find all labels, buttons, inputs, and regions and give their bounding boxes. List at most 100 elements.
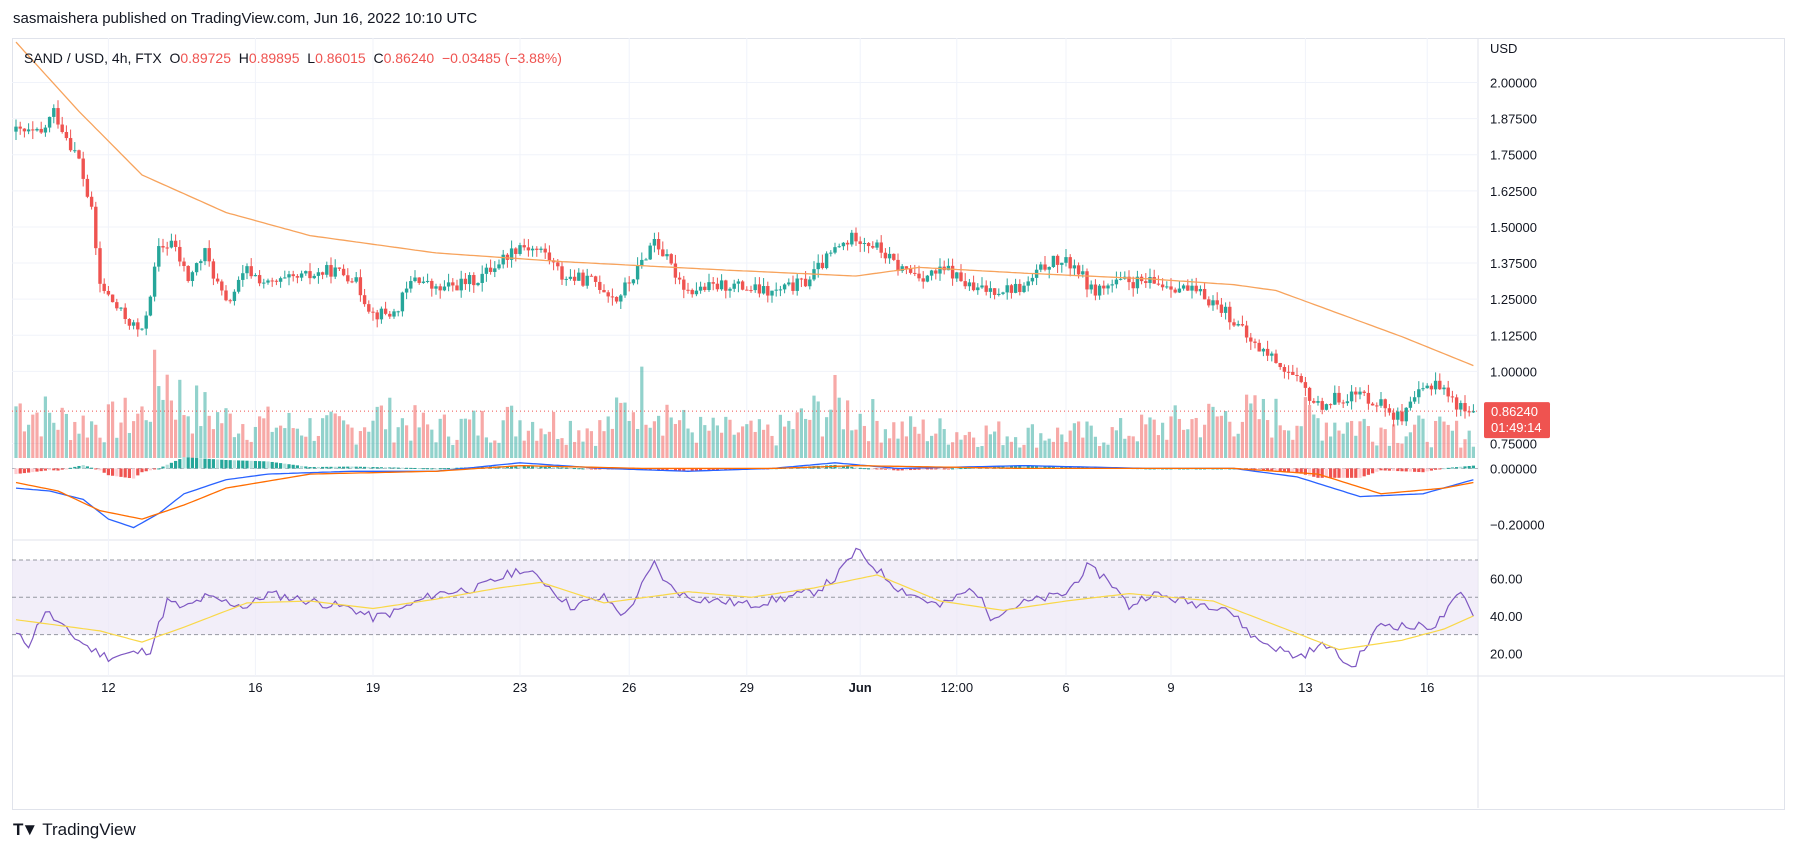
y-tick-label: 1.50000 <box>1490 220 1537 235</box>
volume-bar <box>606 416 610 458</box>
candle-body <box>1442 387 1446 390</box>
volume-bar <box>1240 421 1244 458</box>
volume-bar <box>799 408 803 458</box>
y-tick-label: 1.37500 <box>1490 256 1537 271</box>
symbol-label[interactable]: SAND / USD, 4h, FTX <box>24 50 162 66</box>
volume-bar <box>1161 422 1165 458</box>
candle-body <box>68 138 73 151</box>
volume-bar <box>1064 441 1068 458</box>
volume-bar <box>993 431 997 458</box>
macd-histogram-bar <box>837 465 841 469</box>
candle-body <box>266 280 270 283</box>
macd-histogram-bar <box>1287 468 1291 473</box>
macd-histogram-bar <box>363 466 367 469</box>
candle-body <box>1018 283 1022 293</box>
volume-bar <box>997 421 1001 458</box>
volume-bar <box>682 409 686 458</box>
candle-body <box>1076 265 1081 275</box>
candle-body <box>35 128 39 131</box>
macd-histogram-bar <box>211 459 215 469</box>
volume-bar <box>526 430 530 458</box>
macd-histogram-bar <box>241 460 245 469</box>
volume-bar <box>363 427 367 458</box>
candle-body <box>1165 286 1169 288</box>
candle-body <box>480 273 484 283</box>
volume-bar <box>169 400 173 458</box>
volume-bar <box>1345 422 1349 458</box>
tradingview-brand[interactable]: T▼ TradingView <box>13 820 136 840</box>
candle-body <box>1085 271 1089 290</box>
candle-body <box>1198 288 1203 292</box>
macd-histogram-bar <box>1274 468 1278 472</box>
candle-body <box>988 288 993 292</box>
volume-bar <box>757 419 761 458</box>
macd-histogram-bar <box>123 468 127 478</box>
candle-body <box>417 277 421 283</box>
macd-histogram-bar <box>669 468 673 471</box>
macd-histogram-bar <box>715 468 719 471</box>
volume-bar <box>1068 430 1072 458</box>
macd-histogram-bar <box>73 466 77 469</box>
candle-body <box>488 267 493 272</box>
volume-bar <box>976 446 980 458</box>
volume-bar <box>568 420 572 458</box>
volume-bar <box>52 422 56 458</box>
candle-body <box>652 239 657 246</box>
macd-histogram-bar <box>938 468 942 470</box>
volume-bar <box>106 404 110 458</box>
volume-bar <box>1148 417 1152 458</box>
candle-body <box>648 245 652 260</box>
macd-histogram-bar <box>132 468 136 479</box>
macd-histogram-bar <box>274 462 278 469</box>
volume-bar <box>972 437 976 458</box>
candle-body <box>1160 284 1165 288</box>
volume-bar <box>1333 422 1337 458</box>
volume-bar <box>1417 415 1421 458</box>
candle-body <box>1156 283 1161 285</box>
volume-bar <box>921 419 925 458</box>
volume-bar <box>1408 432 1412 458</box>
macd-histogram-bar <box>694 468 698 471</box>
price-tag-bg <box>1484 402 1550 439</box>
volume-bar <box>1249 403 1253 458</box>
macd-histogram-bar <box>522 465 526 469</box>
macd-histogram-bar <box>1463 466 1467 469</box>
volume-bar <box>468 419 472 458</box>
volume-bar <box>287 412 291 458</box>
candle-body <box>98 248 102 284</box>
volume-bar <box>577 430 581 458</box>
volume-bar <box>728 419 732 458</box>
candle-body <box>833 247 837 253</box>
macd-histogram-bar <box>1081 466 1085 469</box>
volume-bar <box>375 406 379 458</box>
candle-body <box>1060 262 1064 265</box>
macd-histogram-bar <box>1261 468 1265 471</box>
volume-bar <box>581 441 585 458</box>
candle-body <box>404 288 409 293</box>
candle-body <box>946 265 951 271</box>
volume-bar <box>111 401 115 458</box>
macd-histogram-bar <box>967 467 971 469</box>
macd-histogram-bar <box>1047 466 1051 469</box>
volume-bar <box>724 416 728 458</box>
volume-bar <box>631 412 635 458</box>
volume-bar <box>1186 429 1190 458</box>
volume-bar <box>127 432 131 458</box>
volume-bar <box>1261 398 1265 458</box>
macd-histogram-bar <box>1278 468 1282 472</box>
candle-body <box>467 275 472 285</box>
volume-bar <box>102 442 106 458</box>
volume-bar <box>1425 441 1429 458</box>
candle-body <box>85 178 90 197</box>
volume-bar <box>640 366 644 458</box>
candle-body <box>644 259 648 261</box>
volume-bar <box>379 405 383 458</box>
volume-bar <box>594 445 598 458</box>
macd-histogram-bar <box>598 468 602 470</box>
volume-bar <box>623 402 627 458</box>
x-tick-label: 19 <box>366 680 380 695</box>
macd-histogram-bar <box>308 467 312 469</box>
candle-body <box>816 262 820 270</box>
volume-bar <box>329 411 333 458</box>
